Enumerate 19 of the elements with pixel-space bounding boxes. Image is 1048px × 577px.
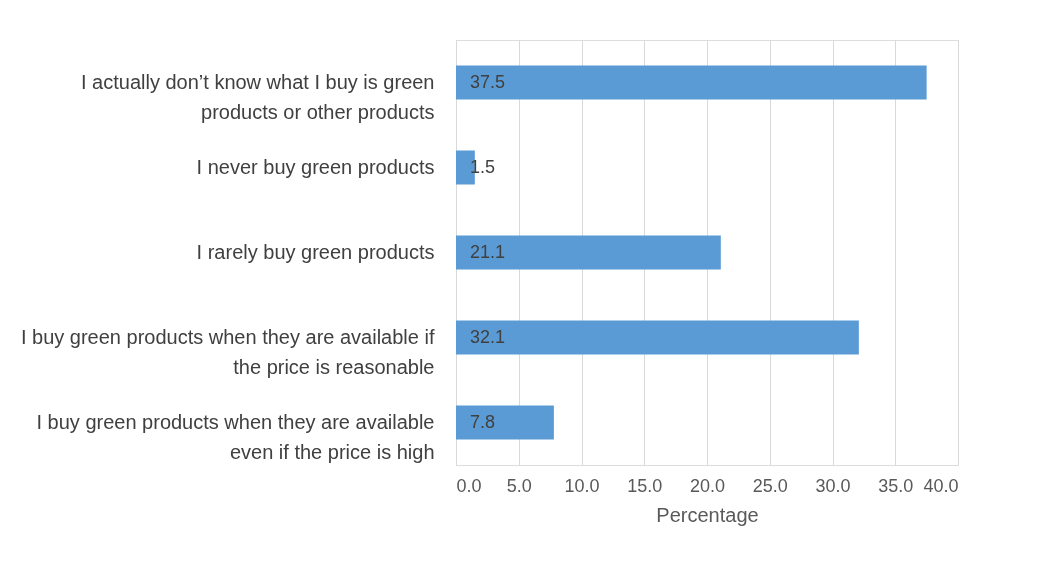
data-label: 37.5 <box>470 71 506 92</box>
y-tick-label: I buy green products when they are available even if the price is high <box>36 410 435 463</box>
data-label: 21.1 <box>470 241 506 262</box>
x-tick-label: 40.0 <box>923 475 959 496</box>
x-tick-label: 5.0 <box>506 475 532 496</box>
data-label: 32.1 <box>470 326 506 347</box>
y-tick-label: I rarely buy green products <box>196 240 435 263</box>
x-tick-label: 0.0 <box>456 475 482 496</box>
x-tick-label: 25.0 <box>752 475 788 496</box>
x-tick-label: 35.0 <box>878 475 914 496</box>
x-tick-label: 30.0 <box>815 475 851 496</box>
x-tick-label: 15.0 <box>627 475 663 496</box>
y-tick-label: I actually don’t know what I buy is green products or other products <box>80 70 435 123</box>
x-axis-title: Percentage <box>656 503 759 526</box>
x-tick-label: 20.0 <box>689 475 726 496</box>
y-tick-label: I buy green products when they are available if the price is reasonable <box>20 325 435 378</box>
x-tick-label: 10.0 <box>564 475 600 496</box>
data-label: 7.8 <box>470 411 496 432</box>
y-tick-label: I never buy green products <box>196 155 435 178</box>
